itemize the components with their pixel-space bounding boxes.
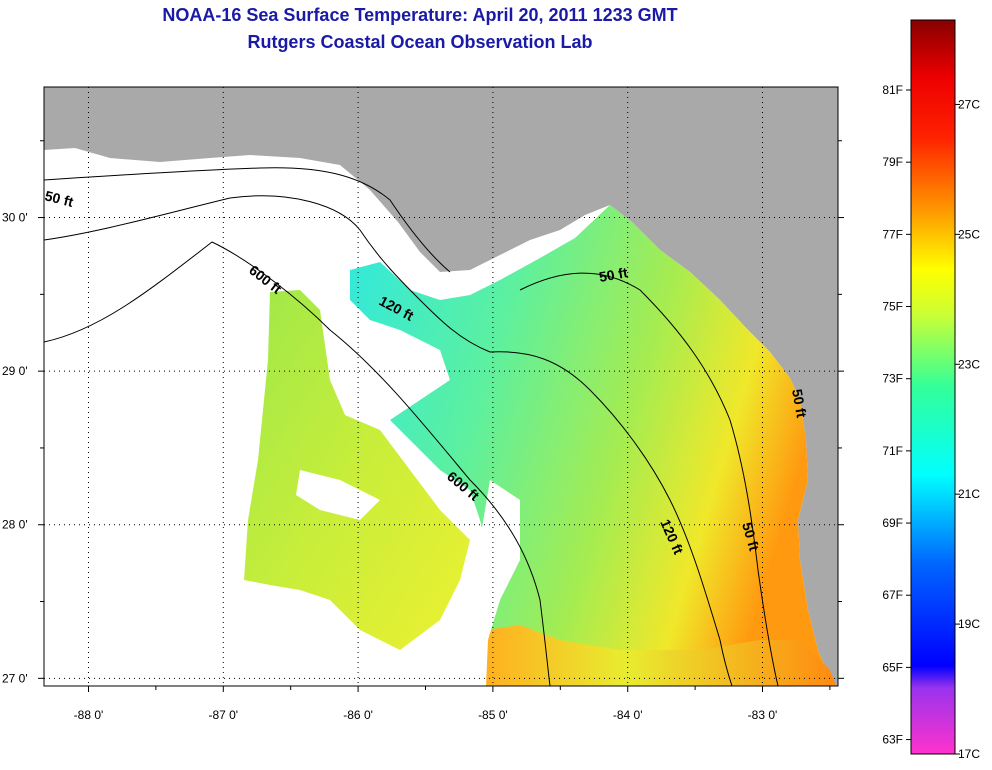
colorbar-label-f: 63F (882, 733, 903, 747)
colorbar-label-c: 25C (958, 227, 980, 241)
contour-120ft-west (43, 195, 491, 353)
lat-label: 30 0' (2, 211, 28, 225)
land-area (44, 87, 838, 686)
contour-label: 50 ft (789, 388, 810, 419)
contour-label: 50 ft (598, 264, 629, 285)
lon-label: -88 0' (74, 708, 104, 722)
contour-600ft (43, 241, 551, 687)
colorbar-label-c: 21C (958, 487, 980, 501)
lat-label: 27 0' (2, 671, 28, 685)
chart-subtitle: Rutgers Coastal Ocean Observation Lab (247, 32, 593, 52)
contour-120ft-east (489, 351, 733, 687)
lon-label: -87 0' (208, 708, 238, 722)
contour-label: 50 ft (739, 520, 762, 552)
colorbar-label-c: 27C (958, 97, 980, 111)
colorbar-label-f: 77F (882, 227, 903, 241)
sst-central-region (350, 205, 836, 686)
axis-ticks (38, 140, 844, 692)
colorbar-label-f: 75F (882, 300, 903, 314)
colorbar-label-f: 69F (882, 516, 903, 530)
lon-label: -84 0' (613, 708, 643, 722)
colorbar-label-f: 71F (882, 444, 903, 458)
cloud-patch (296, 470, 380, 520)
cloud-patch (470, 480, 520, 686)
colorbar-label-c: 17C (958, 747, 980, 761)
chart-title: NOAA-16 Sea Surface Temperature: April 2… (162, 5, 678, 25)
lat-label: 28 0' (2, 518, 28, 532)
colorbar-label-f: 81F (882, 83, 903, 97)
map-border (43, 86, 839, 687)
axis-labels: -88 0' -87 0' -86 0' -85 0' -84 0' -83 0' 30 0… (2, 211, 777, 722)
lon-label: -83 0' (748, 708, 778, 722)
lon-label: -85 0' (478, 708, 508, 722)
lon-label: -86 0' (343, 708, 373, 722)
colorbar-label-c: 19C (958, 617, 980, 631)
sst-south-region (486, 625, 836, 686)
colorbar-label-f: 67F (882, 588, 903, 602)
sst-west-region (244, 290, 470, 650)
lat-label: 29 0' (2, 364, 28, 378)
colorbar-ramp (910, 19, 956, 755)
colorbar-labels: 81F 79F 77F 75F 73F 71F 69F 67F 65F 63F 27C 25C 23C 2… (882, 83, 980, 761)
colorbar-label-f: 79F (882, 155, 903, 169)
cloud-patch (330, 330, 420, 400)
colorbar-label-f: 73F (882, 372, 903, 386)
contour-label: 50 ft (43, 187, 75, 210)
colorbar-label-f: 65F (882, 660, 903, 674)
contour-50ft-west (43, 167, 451, 273)
colorbar-label-c: 23C (958, 357, 980, 371)
